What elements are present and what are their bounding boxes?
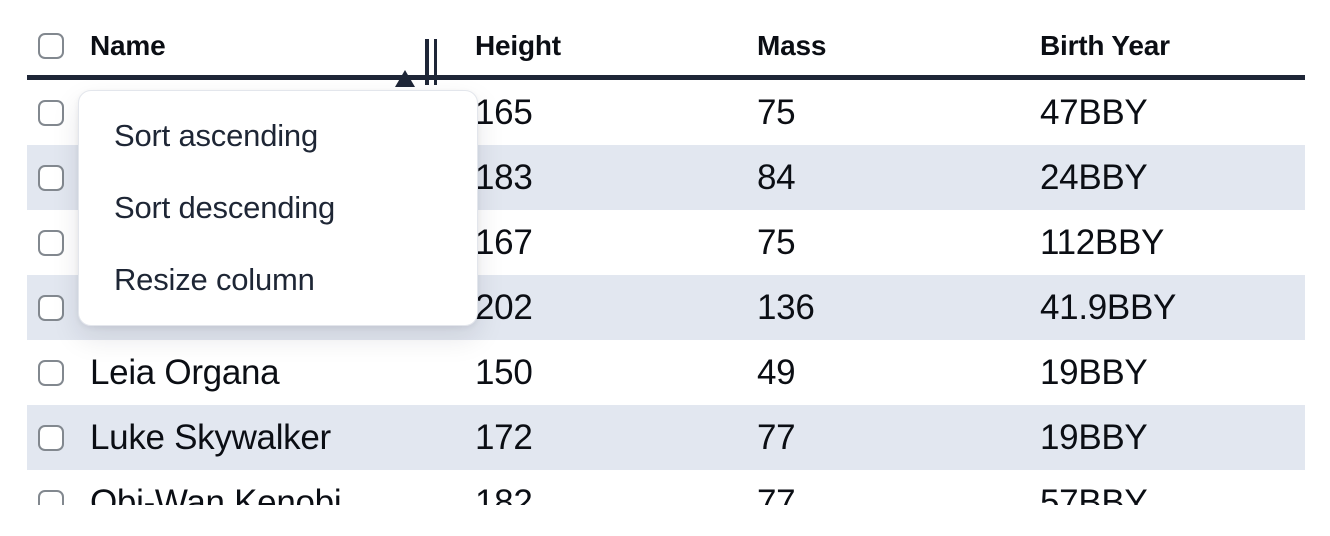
- height-value: 183: [475, 157, 533, 197]
- mass-value: 77: [757, 482, 796, 506]
- row-checkbox[interactable]: [38, 164, 64, 191]
- column-header-name[interactable]: Name: [27, 29, 457, 87]
- table-header-row: Name Height Mass Birth Year: [27, 0, 1305, 87]
- select-all-checkbox[interactable]: [38, 32, 64, 59]
- row-checkbox[interactable]: [38, 294, 64, 321]
- row-checkbox[interactable]: [38, 424, 64, 451]
- row-checkbox[interactable]: [38, 99, 64, 126]
- table-row: Luke Skywalker 172 77 19BBY: [27, 405, 1305, 470]
- name-cell: [27, 164, 457, 191]
- column-header-birth-year[interactable]: Birth Year: [1022, 30, 1305, 62]
- height-value: 202: [475, 287, 533, 327]
- birth-year-value: 47BBY: [1040, 92, 1148, 132]
- mass-value: 75: [757, 222, 796, 262]
- birth-year-value: 112BBY: [1040, 222, 1165, 262]
- column-header-label-name: Name: [90, 29, 166, 61]
- mass-value: 136: [757, 287, 815, 327]
- column-header-label-birth-year: Birth Year: [1040, 29, 1170, 61]
- name-cell: Leia Organa: [27, 353, 457, 393]
- table-row: 165 75 47BBY: [27, 80, 1305, 145]
- sort-ascending-icon: [395, 69, 415, 87]
- height-value: 165: [475, 92, 533, 132]
- column-resize-handle[interactable]: [425, 38, 437, 85]
- birth-year-value: 41.9BBY: [1040, 287, 1177, 327]
- table-row: Obi-Wan Kenobi 182 77 57BBY: [27, 470, 1305, 505]
- birth-year-value: 24BBY: [1040, 157, 1148, 197]
- column-header-label-mass: Mass: [757, 29, 827, 61]
- birth-year-value: 19BBY: [1040, 417, 1148, 457]
- name-value: Luke Skywalker: [90, 417, 331, 457]
- name-cell: [27, 229, 457, 256]
- menu-item-sort-ascending[interactable]: Sort ascending: [114, 118, 318, 153]
- height-value: 172: [475, 417, 533, 457]
- menu-item-resize-column[interactable]: Resize column: [114, 262, 315, 297]
- mass-value: 75: [757, 92, 796, 132]
- column-header-mass[interactable]: Mass: [740, 30, 1022, 62]
- height-value: 182: [475, 482, 533, 506]
- menu-item-sort-descending[interactable]: Sort descending: [114, 190, 336, 225]
- name-value: Leia Organa: [90, 352, 280, 392]
- height-value: 167: [475, 222, 533, 262]
- row-checkbox[interactable]: [38, 229, 64, 256]
- birth-year-value: 19BBY: [1040, 352, 1148, 392]
- column-header-label-height: Height: [475, 29, 561, 61]
- column-header-height[interactable]: Height: [457, 30, 740, 62]
- data-table: Name Height Mass Birth Year 165 75 47BBY: [27, 0, 1305, 505]
- name-cell: [27, 294, 457, 321]
- mass-value: 49: [757, 352, 796, 392]
- table-row: 202 136 41.9BBY: [27, 275, 1305, 340]
- name-cell: [27, 99, 457, 126]
- row-checkbox[interactable]: [38, 359, 64, 386]
- birth-year-value: 57BBY: [1040, 482, 1148, 506]
- name-cell: Obi-Wan Kenobi: [27, 482, 457, 506]
- height-value: 150: [475, 352, 533, 392]
- mass-value: 77: [757, 417, 796, 457]
- name-value: Obi-Wan Kenobi: [90, 482, 342, 506]
- row-checkbox[interactable]: [38, 489, 64, 505]
- column-context-menu: Sort ascending Sort descending Resize co…: [78, 90, 478, 326]
- mass-value: 84: [757, 157, 796, 197]
- table-row: 167 75 112BBY: [27, 210, 1305, 275]
- table-row: Leia Organa 150 49 19BBY: [27, 340, 1305, 405]
- name-cell: Luke Skywalker: [27, 418, 457, 458]
